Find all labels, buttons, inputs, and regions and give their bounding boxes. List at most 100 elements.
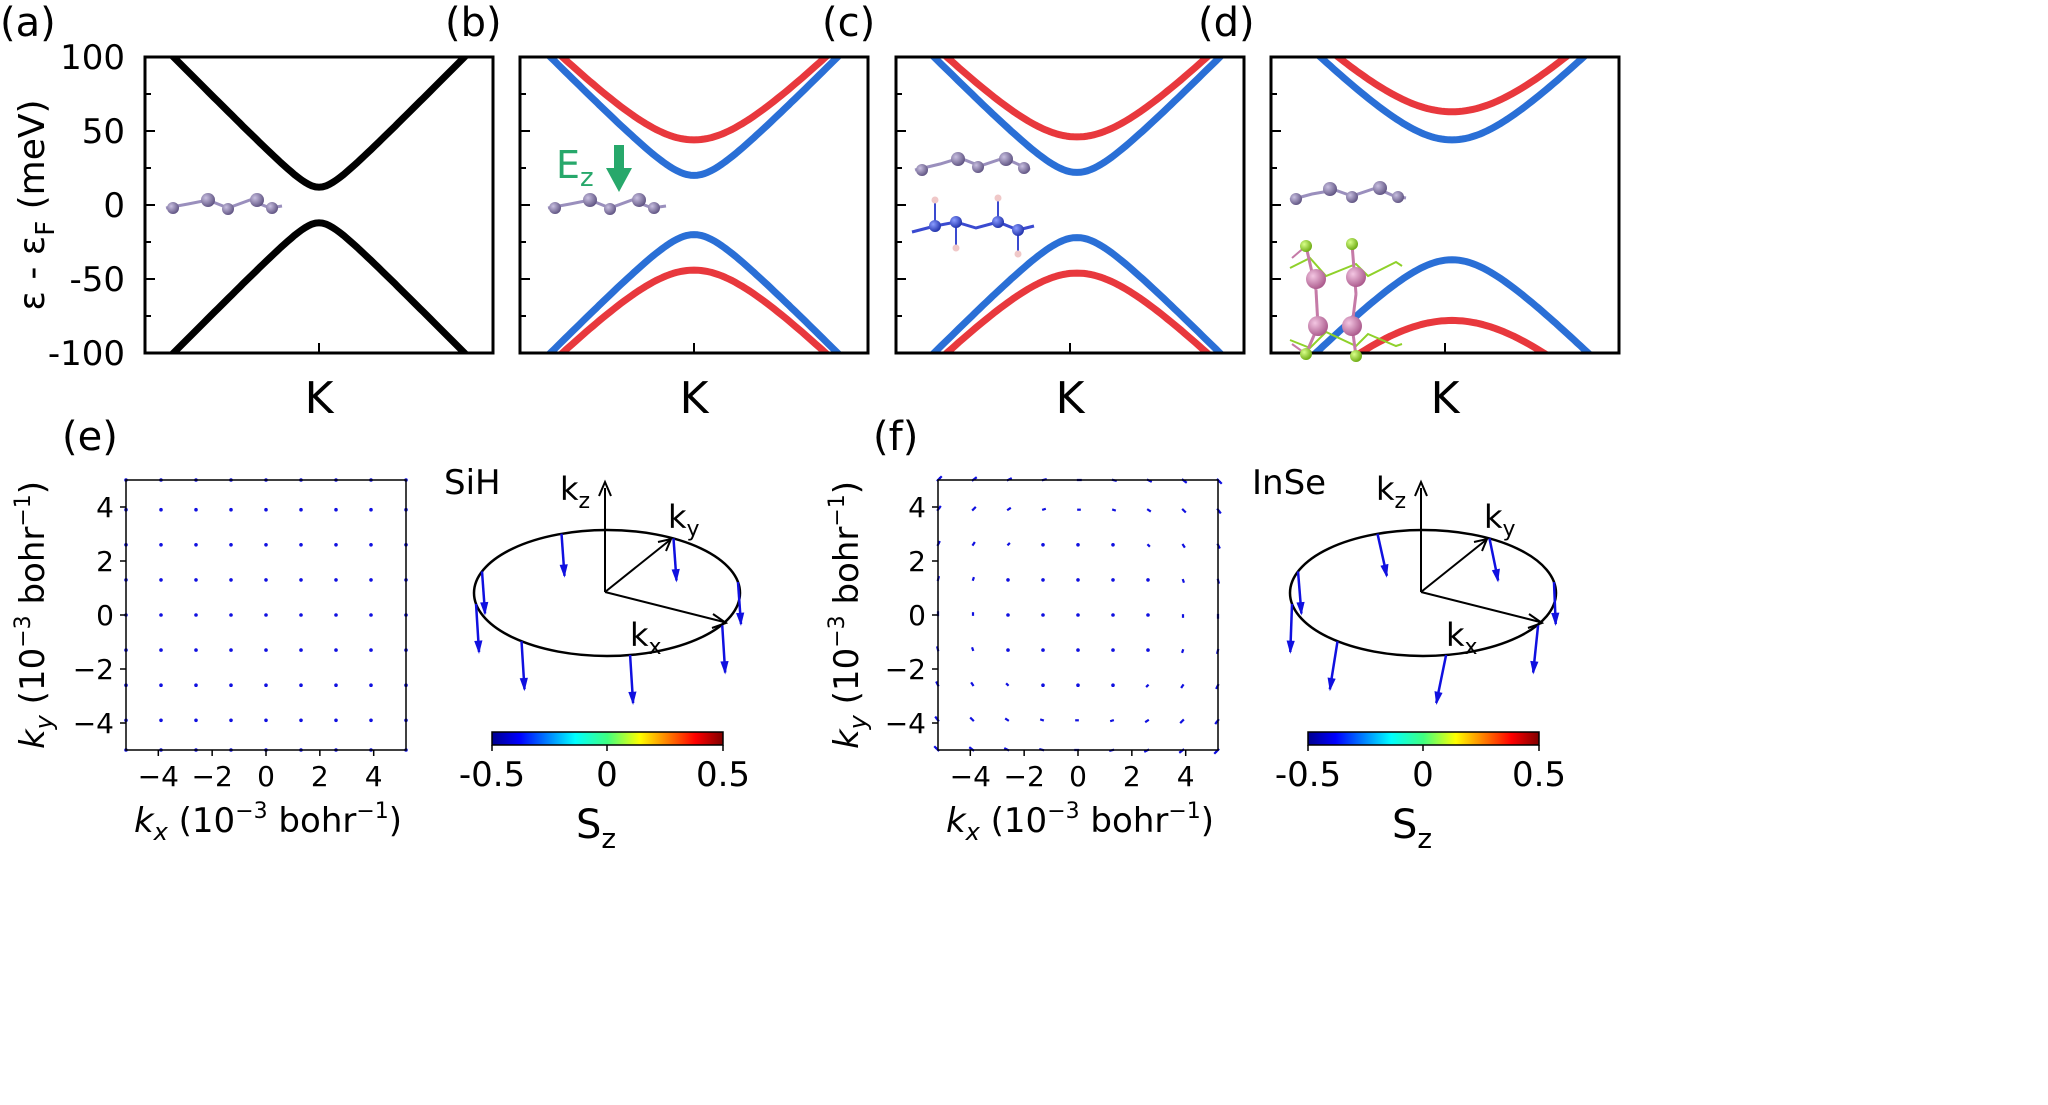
- spin-arrow-head: [972, 577, 975, 579]
- spin-arrow: [1111, 648, 1115, 652]
- y-tick-label: 0: [96, 599, 114, 632]
- band-valence-spin-up: [941, 269, 1213, 353]
- band-conduction-spin-up: [557, 57, 831, 144]
- y-tick-label: 0: [908, 599, 926, 632]
- spin-arrow-head: [971, 682, 973, 685]
- band-valence-spin-up: [557, 266, 831, 353]
- spin-arrow-head: [1004, 748, 1007, 751]
- spin-arrow: [1041, 648, 1045, 652]
- spin-arrow-head: [1144, 749, 1147, 752]
- spin-arrow-head: [1182, 616, 1184, 618]
- spin-arrow: [299, 718, 303, 723]
- spin-arrow-head: [1179, 750, 1183, 753]
- si-atom: [1346, 191, 1358, 203]
- x-tick-label: 2: [311, 760, 329, 793]
- xlabel-k: K: [1431, 373, 1461, 424]
- k-axes: [598, 479, 729, 629]
- spin-arrow: [334, 648, 338, 652]
- in-atom: [1306, 269, 1326, 289]
- spin-arrow: [1006, 648, 1010, 652]
- spin-arrow-head: [1149, 479, 1152, 482]
- x-tick-label: −4: [950, 760, 991, 793]
- spin-arrow: [1076, 613, 1080, 617]
- band-conduction-spin-down: [545, 57, 843, 179]
- spin-vector-head: [671, 568, 680, 583]
- si-atom: [632, 193, 646, 207]
- spin-arrow: [1006, 578, 1010, 582]
- si-atom: [1018, 162, 1030, 174]
- h-atom: [931, 196, 939, 204]
- spin-arrow: [334, 578, 338, 582]
- spin-arrow-head: [1005, 718, 1008, 721]
- spin-arrow: [1111, 578, 1115, 582]
- spin-arrow: [299, 578, 303, 582]
- spin-arrow: [264, 543, 268, 547]
- spin-arrow-head: [1216, 686, 1219, 689]
- y-tick-label: 4: [96, 491, 114, 524]
- band-conduction-spin-down: [1315, 57, 1589, 144]
- y-tick-label: −2: [885, 653, 926, 686]
- spin-arrow: [334, 718, 338, 723]
- spin-arrow: [264, 718, 268, 723]
- inse-structure-d: [1289, 238, 1403, 362]
- se-atom: [1300, 240, 1312, 252]
- spin-arrow: [229, 578, 233, 582]
- spin-arrow-head: [1183, 545, 1185, 548]
- si-atom: [1392, 191, 1404, 203]
- band-valence-spin-down: [929, 234, 1225, 353]
- spin-arrow: [159, 578, 163, 582]
- y-tick-label: -50: [69, 260, 125, 300]
- silicene-structure-b: [547, 193, 667, 215]
- spin-arrow: [194, 613, 198, 617]
- spin-arrow: [1041, 578, 1045, 582]
- spin-arrow-head: [1145, 720, 1148, 723]
- spin-arrow: [194, 718, 198, 723]
- in-atom: [1308, 316, 1328, 336]
- spin-vector-head: [559, 564, 568, 578]
- spin-arrow: [369, 507, 373, 512]
- se-atom: [1346, 238, 1358, 250]
- x-axis-label-e: kx (10−3 bohr−1): [134, 799, 402, 846]
- spin-arrow-head: [937, 541, 940, 544]
- band-valence-spin-up: [1353, 316, 1551, 353]
- spin-arrow: [194, 648, 198, 652]
- x-tick-label: −4: [138, 760, 179, 793]
- spin-arrow-head: [1218, 510, 1221, 514]
- kz-label: kz: [1376, 470, 1406, 514]
- ky-label: ky: [1484, 498, 1516, 542]
- colorbar-tick: 0.5: [1512, 755, 1566, 795]
- colorbar-tick: 0: [596, 755, 618, 795]
- fermi-ring: [1288, 528, 1558, 658]
- material-label: InSe: [1252, 463, 1326, 503]
- band-conduction-spin-up: [941, 57, 1213, 141]
- kx-label: kx: [1446, 616, 1478, 660]
- spin-vector-head: [1551, 612, 1560, 627]
- spin-arrow-head: [1148, 545, 1150, 547]
- spin-arrow: [1111, 543, 1115, 547]
- spin-arrow-head: [973, 506, 976, 510]
- spin-vector-head: [1286, 640, 1295, 654]
- colorbar-sz-2: -0.5 0 0.5 Sz: [1275, 731, 1566, 855]
- spin-arrow: [369, 648, 373, 652]
- y-tick-label: −4: [73, 707, 114, 740]
- silicene-structure-d: [1289, 181, 1407, 205]
- si-atom: [549, 202, 561, 214]
- x-tick-label: 4: [365, 760, 383, 793]
- spin-arrow-head: [1114, 509, 1116, 511]
- spin-vector-head: [720, 660, 729, 675]
- spin-arrow: [369, 578, 373, 582]
- y-axis-label-f: ky (10−3 bohr−1): [825, 481, 872, 749]
- spin-arrow: [334, 683, 338, 687]
- spin-arrow-head: [1006, 683, 1008, 685]
- kx-label: kx: [630, 616, 662, 660]
- spin-arrow: [299, 683, 303, 687]
- colorbar-tick: -0.5: [459, 755, 525, 795]
- spin-arrow: [369, 543, 373, 547]
- spin-arrow: [159, 648, 163, 652]
- spin-vector-head: [480, 601, 489, 616]
- spin-arrow: [1076, 683, 1080, 687]
- band-valence: [168, 219, 470, 353]
- band-plot-c: K: [894, 55, 1246, 424]
- n-atom: [992, 216, 1004, 228]
- spin-arrow-head: [1217, 546, 1220, 549]
